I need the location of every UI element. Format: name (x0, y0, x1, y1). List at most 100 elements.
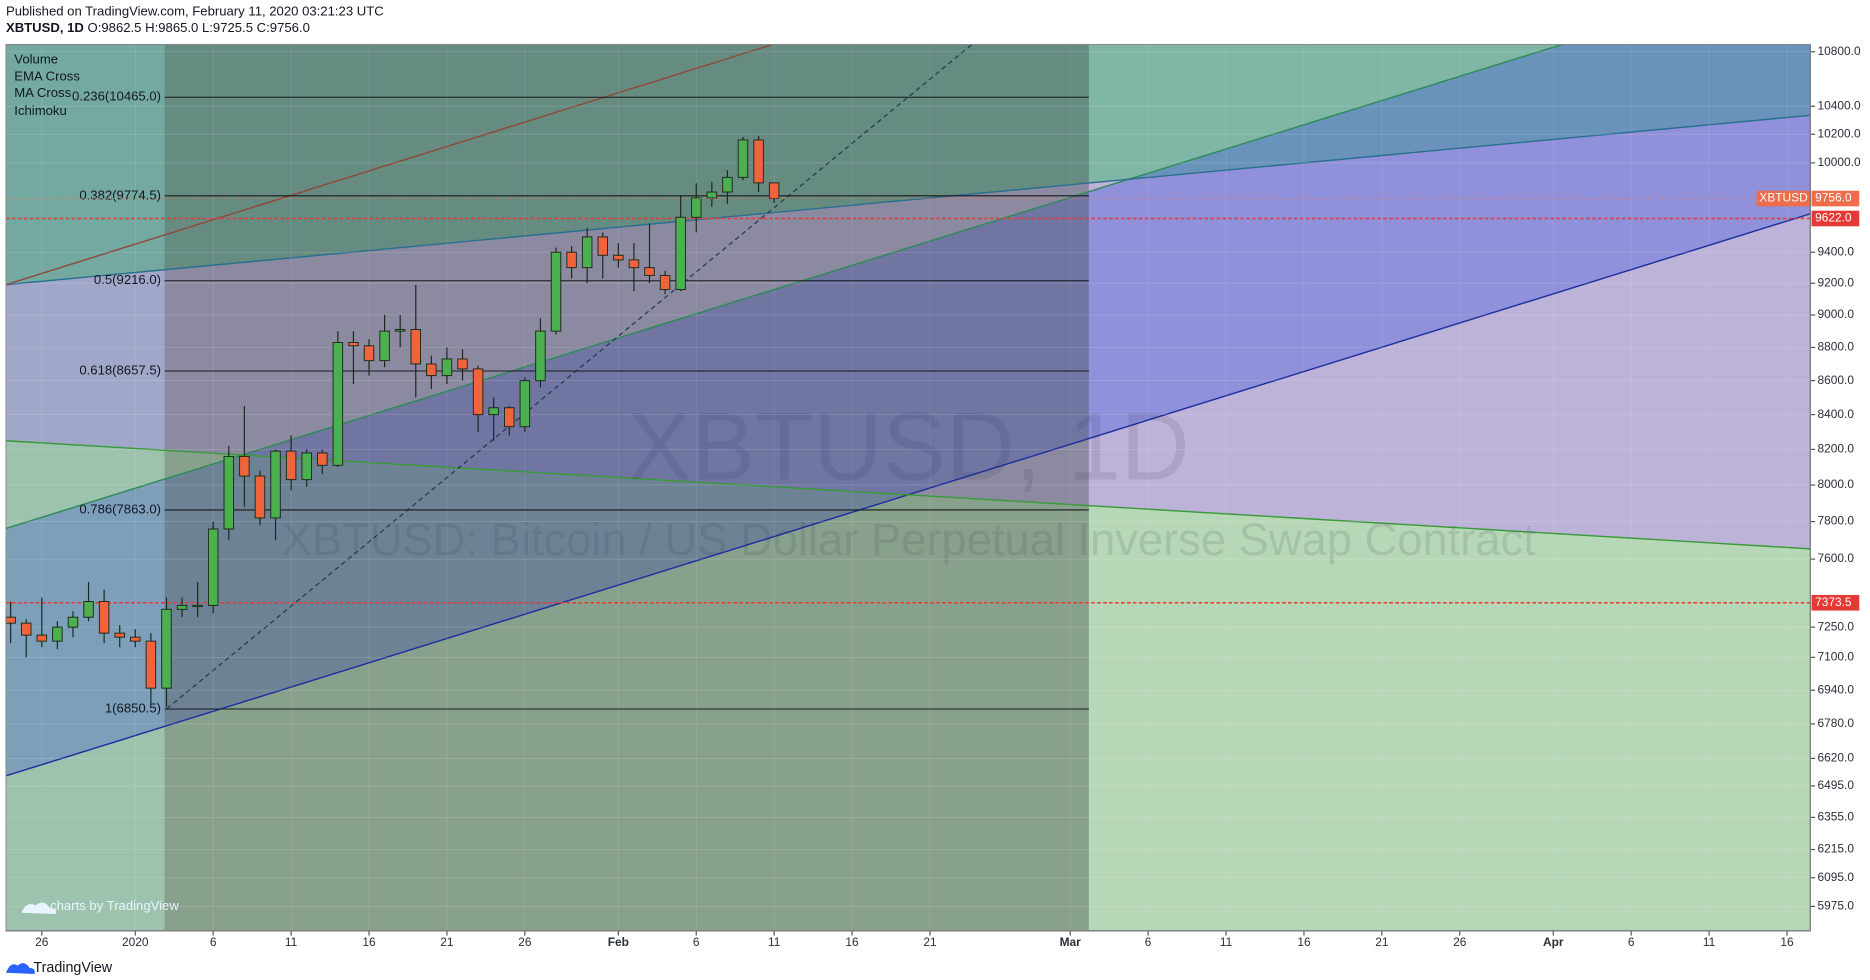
last-price-name-box (1756, 190, 1811, 207)
trend-line (5, 114, 1811, 286)
fib-label: 0.382(9774.5) (79, 187, 161, 202)
x-tick-label: 26 (518, 935, 532, 949)
candle-body (768, 182, 780, 200)
data-layer: 10800.0 10400.0 10200.0 10000.0 9400.0 9200.0… (5, 44, 1861, 949)
fib-label: 0.618(8657.5) (79, 362, 161, 377)
ohlc-open: O:9862.5 (88, 20, 142, 35)
candle-body (753, 139, 764, 184)
fib-label: 1(6850.5) (105, 700, 161, 715)
candle-body (457, 358, 468, 370)
x-tick-label: 26 (1453, 935, 1467, 949)
candle-body (161, 608, 172, 689)
price-label-box (1811, 594, 1860, 611)
y-tick-label: 6495.0 (1818, 778, 1855, 792)
y-tick-label: 8000.0 (1818, 477, 1855, 491)
candle-body (426, 363, 437, 377)
price-label: 7373.5 (1815, 595, 1852, 609)
y-tick-label: 9000.0 (1818, 307, 1855, 321)
y-tick-label: 8200.0 (1818, 442, 1855, 456)
footer-logo[interactable] (5, 963, 35, 974)
x-tick-label: 21 (440, 935, 454, 949)
y-tick-label: 7600.0 (1818, 551, 1855, 565)
fib-label: 0.786(7863.0) (79, 501, 161, 516)
candle-body (67, 616, 79, 628)
indicator-label: Ichimoku (14, 103, 66, 118)
x-tick-label: 11 (1703, 935, 1716, 949)
x-tick-label: 16 (1297, 935, 1311, 949)
y-tick-label: 6355.0 (1818, 810, 1855, 824)
candle-body (207, 528, 219, 606)
x-tick-label: Feb (608, 935, 629, 949)
x-tick-label: 16 (362, 935, 376, 949)
candle-body (488, 407, 499, 416)
footer: TradingView (5, 960, 113, 976)
x-tick-label: Apr (1543, 935, 1564, 949)
y-tick-label: 6215.0 (1818, 842, 1855, 856)
candle-body (737, 139, 749, 178)
candle-body (628, 259, 640, 269)
upper-zone (5, 44, 1811, 285)
x-tick-label: 26 (35, 935, 49, 949)
y-tick-label: 6620.0 (1818, 751, 1855, 765)
candle-body (317, 452, 328, 466)
candle-body (114, 632, 125, 638)
candle-body (504, 407, 515, 428)
last-price-label: 9756.0 (1815, 191, 1852, 205)
candle-body (176, 604, 188, 610)
candle-body (613, 254, 624, 261)
date-range-box (164, 44, 1089, 931)
candle-body (270, 450, 281, 519)
symbol: XBTUSD, 1D (6, 20, 84, 35)
published-note: Published on TradingView.com, February 1… (6, 3, 384, 18)
candle-body (5, 616, 16, 624)
credit-logo (21, 902, 57, 914)
candle-body (566, 251, 577, 269)
x-tick-label: 11 (768, 935, 781, 949)
x-tick-label: 21 (923, 935, 937, 949)
x-tick-label: 16 (845, 935, 859, 949)
y-tick-label: 7800.0 (1818, 514, 1855, 528)
fib-label: 0.236(10465.0) (72, 89, 161, 104)
x-tick-label: 21 (1375, 935, 1389, 949)
candle-body (441, 358, 453, 377)
y-tick-label: 6940.0 (1818, 682, 1855, 696)
candle-body (36, 634, 48, 642)
candle-body (581, 236, 593, 269)
last-price-box (1811, 190, 1860, 207)
candle-body (285, 450, 297, 481)
candle-body (363, 345, 375, 362)
x-tick-label: 11 (1220, 935, 1233, 949)
dashed-line (166, 44, 973, 710)
x-tick-label: 2020 (122, 935, 149, 949)
x-tick-label: 6 (1628, 935, 1635, 949)
y-tick-label: 8400.0 (1818, 407, 1855, 421)
x-tick-label: 11 (285, 935, 298, 949)
ohlc-low: L:9725.5 (202, 20, 253, 35)
y-tick-label: 10400.0 (1818, 98, 1861, 112)
candle-body (394, 329, 406, 332)
candle-body (722, 176, 733, 193)
y-tick-label: 7250.0 (1818, 619, 1855, 633)
y-tick-label: 6780.0 (1818, 716, 1855, 730)
candle-body (98, 601, 110, 634)
y-tick-label: 9400.0 (1818, 244, 1855, 258)
plot-background: XBTUSD, 1D XBTUSD: Bitcoin / US Dollar P… (5, 44, 1811, 931)
footer-brand[interactable]: TradingView (33, 960, 112, 976)
fib-label: 0.5(9216.0) (94, 272, 161, 287)
candle-body (675, 216, 686, 291)
descending-channel (5, 115, 1811, 549)
y-tick-label: 8600.0 (1818, 373, 1855, 387)
plot-border (5, 43, 1811, 932)
candle-body (83, 601, 94, 618)
watermark-symbol: XBTUSD, 1D (628, 393, 1190, 500)
x-tick-label: 6 (210, 935, 217, 949)
candle-body (348, 342, 359, 347)
y-tick-label: 9200.0 (1818, 275, 1855, 289)
y-tick-label: 10800.0 (1818, 44, 1861, 58)
y-tick-label: 10000.0 (1818, 155, 1861, 169)
candle-body (130, 636, 141, 642)
credit: charts by TradingView (21, 898, 179, 914)
candle-body (644, 267, 655, 276)
